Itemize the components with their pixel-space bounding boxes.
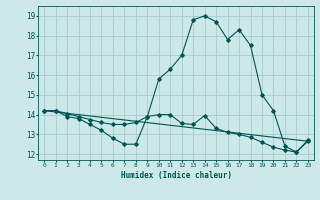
X-axis label: Humidex (Indice chaleur): Humidex (Indice chaleur)	[121, 171, 231, 180]
